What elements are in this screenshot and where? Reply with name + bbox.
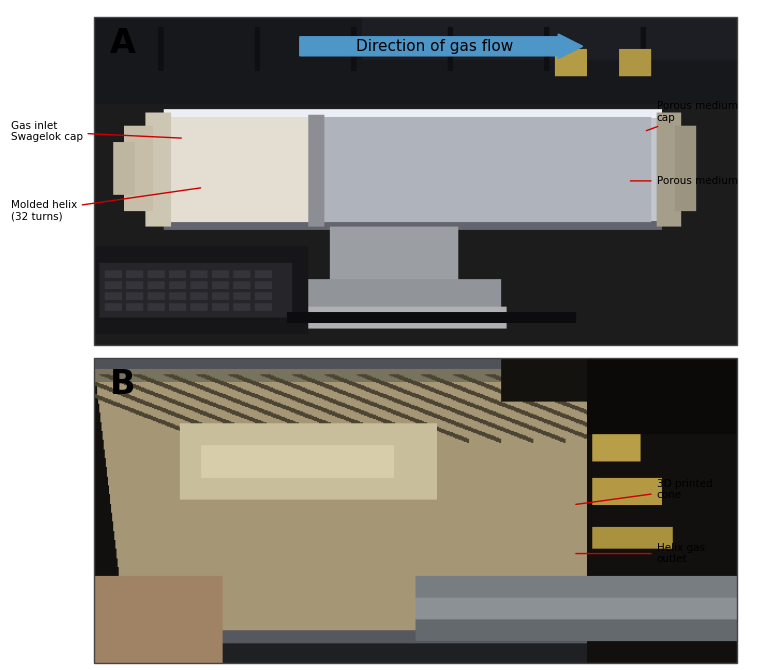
Text: Direction of gas flow: Direction of gas flow (356, 39, 514, 54)
Text: 3D printed
cone: 3D printed cone (575, 479, 712, 505)
Text: Molded helix
(32 turns): Molded helix (32 turns) (10, 188, 201, 221)
Text: A: A (110, 27, 136, 60)
Text: Porous medium
cap: Porous medium cap (646, 101, 738, 131)
Text: Porous medium: Porous medium (630, 176, 738, 186)
Text: Helix gas
outlet: Helix gas outlet (575, 543, 705, 564)
Text: Gas inlet
Swagelok cap: Gas inlet Swagelok cap (10, 121, 181, 143)
Text: B: B (110, 368, 136, 401)
FancyArrow shape (299, 34, 583, 58)
